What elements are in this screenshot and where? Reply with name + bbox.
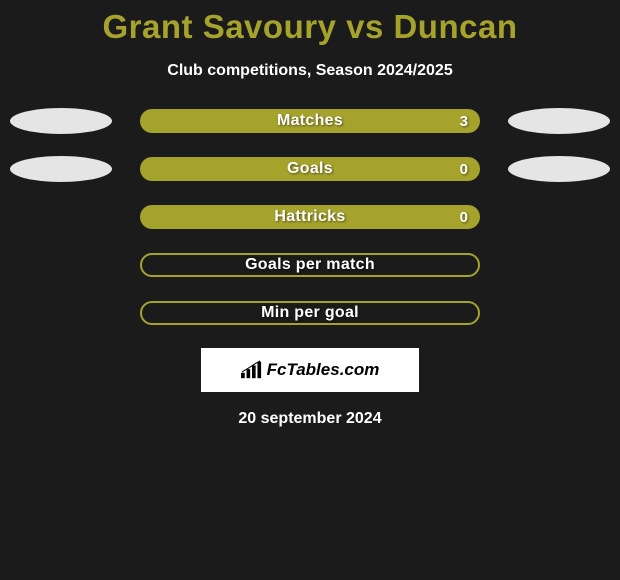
stat-bar: Goals per match xyxy=(140,253,480,277)
stat-label: Matches xyxy=(140,109,480,133)
logo-box: FcTables.com xyxy=(201,348,419,392)
stat-row: Matches3 xyxy=(0,108,620,134)
player-ellipse-left xyxy=(10,156,112,182)
stat-label: Min per goal xyxy=(140,301,480,325)
stat-label: Goals xyxy=(140,157,480,181)
stat-value: 0 xyxy=(460,205,468,229)
stat-row: Goals per match xyxy=(0,252,620,278)
stat-bar: Goals0 xyxy=(140,157,480,181)
player-ellipse-right xyxy=(508,156,610,182)
comparison-card: Grant Savoury vs Duncan Club competition… xyxy=(0,0,620,428)
player-ellipse-right xyxy=(508,108,610,134)
stat-row: Min per goal xyxy=(0,300,620,326)
logo-text: FcTables.com xyxy=(267,360,380,380)
stats-rows: Matches3Goals0Hattricks0Goals per matchM… xyxy=(0,108,620,326)
stat-label: Goals per match xyxy=(140,253,480,277)
stat-bar: Min per goal xyxy=(140,301,480,325)
subtitle: Club competitions, Season 2024/2025 xyxy=(0,62,620,80)
stat-value: 3 xyxy=(460,109,468,133)
stat-row: Hattricks0 xyxy=(0,204,620,230)
date-text: 20 september 2024 xyxy=(0,410,620,428)
chart-icon xyxy=(241,360,263,380)
player-ellipse-left xyxy=(10,108,112,134)
stat-label: Hattricks xyxy=(140,205,480,229)
stat-row: Goals0 xyxy=(0,156,620,182)
stat-value: 0 xyxy=(460,157,468,181)
stat-bar: Hattricks0 xyxy=(140,205,480,229)
stat-bar: Matches3 xyxy=(140,109,480,133)
page-title: Grant Savoury vs Duncan xyxy=(0,8,620,46)
